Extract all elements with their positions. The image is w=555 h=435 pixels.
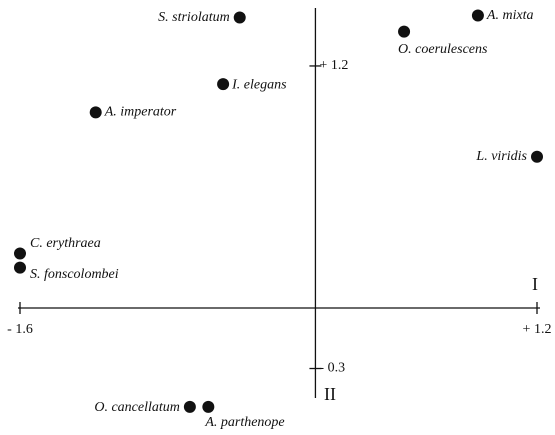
point-label: O. coerulescens	[398, 42, 488, 57]
point-label: L. viridis	[475, 149, 527, 164]
point-label: A. parthenope	[204, 415, 284, 430]
point	[14, 247, 26, 260]
y-axis-label: II	[324, 384, 336, 404]
point-label: S. striolatum	[158, 10, 230, 25]
point	[217, 78, 230, 91]
point	[183, 400, 196, 413]
point-label: A. imperator	[104, 105, 177, 120]
point	[233, 11, 246, 24]
point	[14, 261, 26, 274]
point	[471, 9, 484, 22]
x-axis-label: I	[532, 274, 538, 294]
y-tick-label: + 1.2	[319, 58, 348, 73]
x-tick-label: + 1.2	[523, 322, 552, 337]
point-label: O. cancellatum	[94, 400, 180, 415]
point-label: C. erythraea	[30, 236, 101, 251]
point-label: S. fonscolombei	[30, 267, 119, 282]
point	[531, 150, 543, 163]
point	[398, 25, 411, 38]
point	[89, 106, 102, 119]
x-tick-label: - 1.6	[7, 322, 33, 337]
point	[202, 400, 215, 413]
point-label: A. mixta	[486, 8, 534, 23]
point-label: I. elegans	[231, 77, 287, 92]
y-tick-label: - 0.3	[319, 361, 345, 376]
